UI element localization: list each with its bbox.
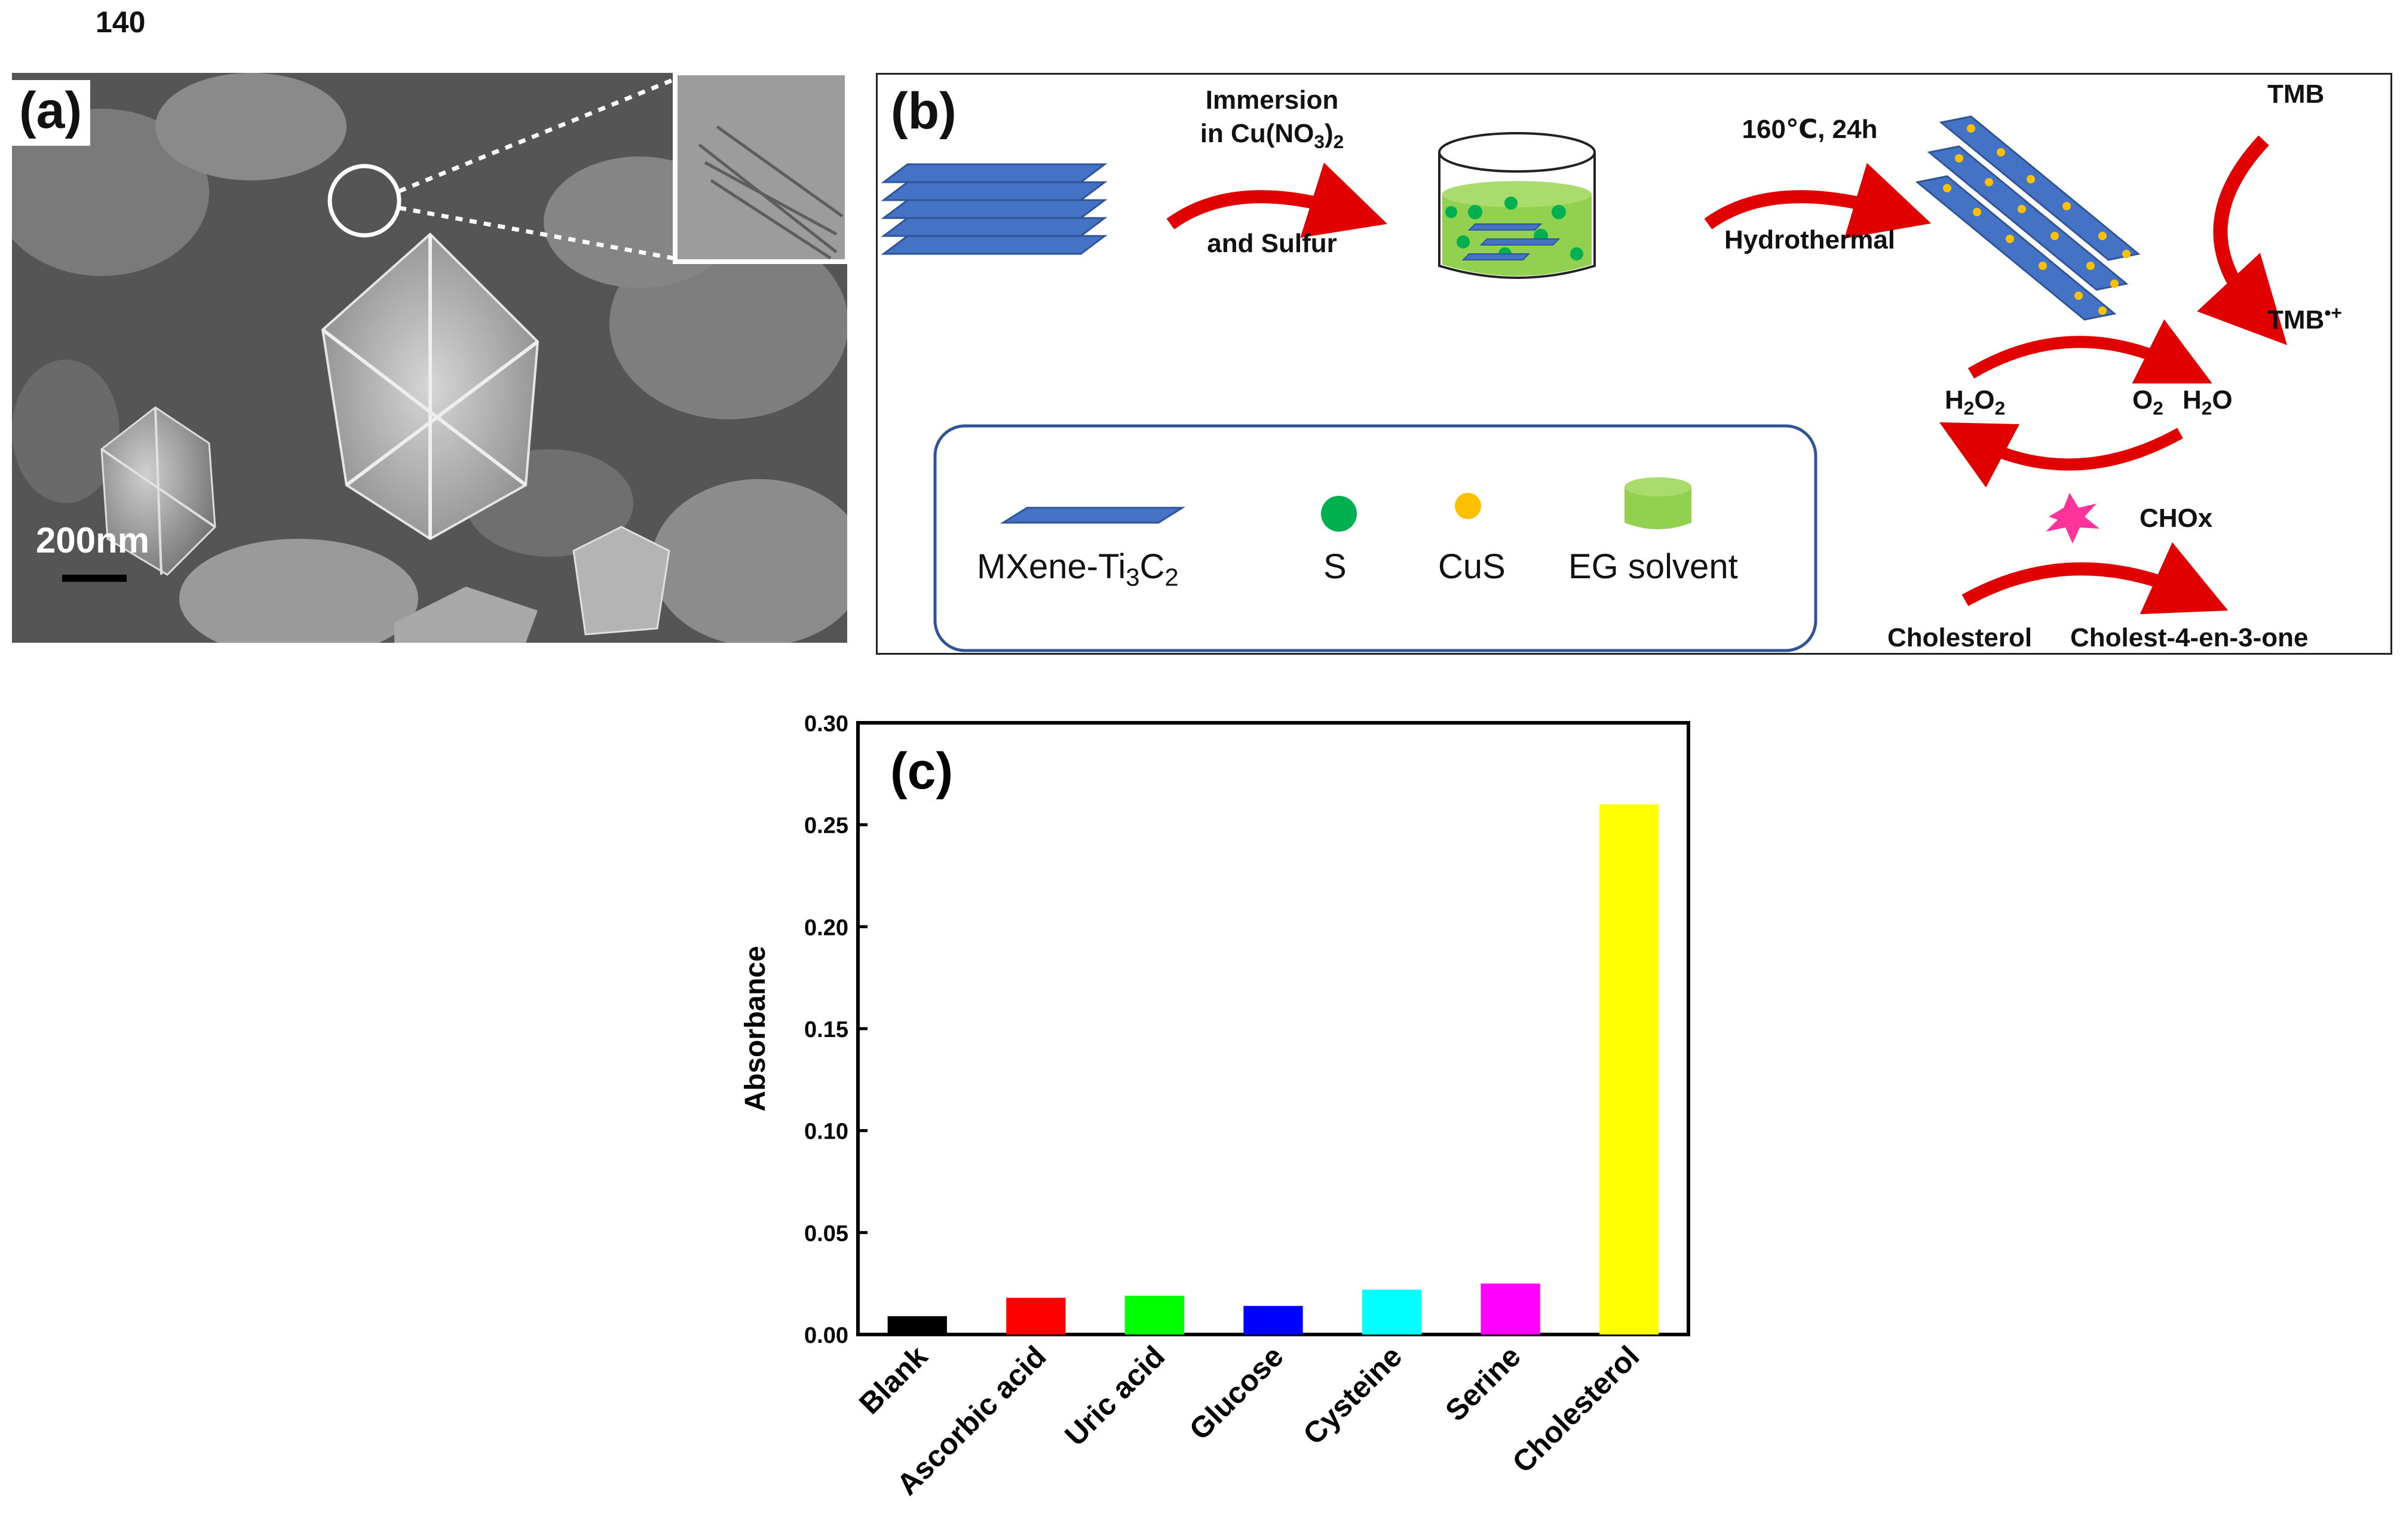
bar-blank [887, 1316, 947, 1335]
absorbance-bar-chart: (c) Absorbance 0.000.050.100.150.200.250… [740, 711, 1690, 1502]
x-tick-label: Cysteine [1296, 1339, 1408, 1451]
bar-uric-acid [1124, 1296, 1185, 1335]
scale-bar [62, 575, 127, 582]
legend-box [933, 424, 1817, 652]
x-tick-label: Blank [853, 1339, 934, 1421]
y-tick-label: 0.20 [804, 915, 848, 940]
arrow-tmb-oxidation [2197, 135, 2287, 345]
legend-sulfur-label: S [1323, 547, 1347, 586]
cus-mxene-sheets [1915, 115, 2141, 321]
y-axis-label: Absorbance [740, 946, 771, 1111]
legend-cus-label: CuS [1438, 547, 1506, 586]
panel-b-schematic: (b) Immersion in Cu(NO3)2 and Sulfur 160… [876, 73, 2392, 655]
y-tick-label: 0.05 [804, 1221, 848, 1246]
y-tick-label: 0.15 [804, 1017, 848, 1042]
panel-c-label: (c) [890, 743, 953, 800]
scale-bar-label: 200nm [36, 520, 150, 560]
y-tick-label: 0.25 [804, 814, 848, 839]
panel-a-label: (a) [12, 80, 91, 146]
cholesterol-label: Cholesterol [1887, 623, 2033, 652]
y-tick-label: 0.00 [804, 1323, 848, 1348]
tmb-oxidized-label: TMB•+ [2267, 302, 2342, 335]
x-tick-label: Glucose [1183, 1339, 1290, 1446]
step2-line1: 160℃, 24h [1742, 115, 1878, 144]
eg-solvent-cylinder [1625, 477, 1691, 529]
chox-star [2046, 493, 2099, 544]
mxene-stack [881, 163, 1108, 255]
bars [887, 804, 1659, 1335]
y-axis-ticks: 0.00 0.05 0.10 0.15 0.20 0.25 0.30 [804, 711, 868, 1348]
bar-cysteine [1362, 1289, 1422, 1335]
legend-eg-label: EG solvent [1568, 547, 1738, 586]
sem-micrograph [12, 73, 847, 643]
h2o-label: H2O [2183, 385, 2233, 419]
page-number: 140 [96, 5, 146, 39]
schematic-graphics [881, 115, 2287, 652]
tmb-label: TMB [2267, 79, 2325, 109]
bar-glucose [1243, 1306, 1303, 1335]
arrow-immersion [1166, 162, 1387, 238]
chox-label: CHOx [2140, 504, 2213, 533]
x-tick-label: Uric acid [1058, 1339, 1171, 1452]
panel-c-chart: (c) Absorbance 0.00 0.05 0.10 0.15 0.20 0.25 0… [717, 693, 1733, 1540]
bar-cholesterol [1599, 804, 1659, 1335]
step1-line2: in Cu(NO3)2 [1200, 119, 1344, 152]
arrow-cholesterol [1961, 542, 2229, 615]
panel-a-sem-image: (a) 200nm [12, 73, 847, 643]
arrow-hydrothermal [1704, 162, 1932, 239]
cholestenone-label: Cholest-4-en-3-one [2070, 623, 2309, 652]
bar-serine [1481, 1283, 1540, 1335]
o2-label: O2 [2132, 385, 2163, 419]
y-tick-label: 0.30 [804, 711, 848, 737]
step2-line2: Hydrothermal [1724, 225, 1896, 254]
x-tick-label: Serine [1439, 1339, 1527, 1428]
h2o2-label: H2O2 [1945, 385, 2006, 419]
step1-line3: and Sulfur [1207, 229, 1337, 258]
step1-line1: Immersion [1205, 85, 1339, 115]
plot-frame [856, 721, 1690, 1336]
arrow-h2o2-bottom [1939, 422, 2183, 488]
x-tick-label: Cholesterol [1506, 1339, 1645, 1479]
arrow-h2o2-top [1967, 319, 2212, 384]
bar-ascorbic-acid [1006, 1297, 1066, 1335]
legend-mxene-label: MXene-Ti3C2 [977, 547, 1179, 591]
y-tick-label: 0.10 [804, 1119, 848, 1145]
panel-b-label: (b) [884, 81, 965, 146]
beaker [1438, 132, 1596, 279]
